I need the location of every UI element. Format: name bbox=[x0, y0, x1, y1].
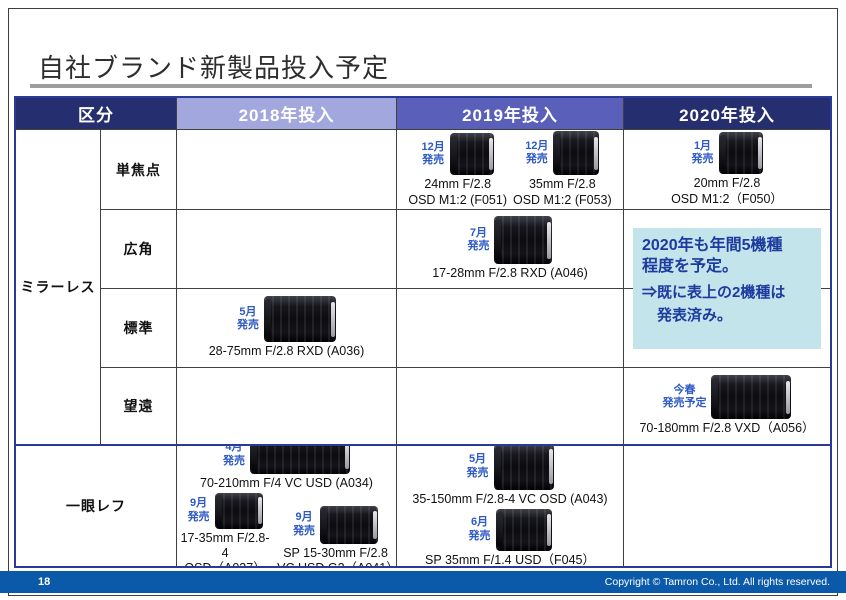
header-2020: 2020年投入 bbox=[624, 98, 830, 130]
lens-image bbox=[249, 446, 350, 474]
product-f045: 6月 発売 SP 35mm F/1.4 USD（F045） bbox=[425, 509, 595, 566]
lens-image bbox=[495, 509, 552, 551]
cell-prime-2018-empty bbox=[177, 130, 397, 210]
lens-model-label: 17-28mm F/2.8 RXD (A046) bbox=[432, 266, 588, 281]
release-date-label: 7月 発売 bbox=[467, 226, 490, 253]
release-date-label: 6月 発売 bbox=[468, 516, 491, 542]
lens-image bbox=[263, 296, 336, 343]
release-date-label: 9月 発売 bbox=[187, 497, 210, 523]
lens-image bbox=[214, 492, 263, 529]
lens-model-label: 35-150mm F/2.8-4 VC OSD (A043) bbox=[412, 491, 608, 506]
roadmap-table: 区分 2018年投入 2019年投入 2020年投入 ミラーレス 単焦点 広角 … bbox=[14, 96, 832, 568]
row-group-mirrorless: ミラーレス bbox=[16, 130, 101, 446]
cell-dslr-2018: 4月 発売 70-210mm F/4 VC USD (A034) 9月 発売 1… bbox=[177, 446, 397, 566]
footer-bar: 18 Copyright © Tamron Co., Ltd. All righ… bbox=[0, 571, 846, 593]
cell-standard-2019-empty bbox=[397, 289, 624, 368]
lens-model-label: SP 35mm F/1.4 USD（F045） bbox=[425, 553, 595, 566]
product-a056: 今春 発売予定 70-180mm F/2.8 VXD（A056） bbox=[639, 375, 815, 436]
lens-image bbox=[718, 132, 763, 175]
cell-prime-2019: 12月 発売 24mm F/2.8 OSD M1:2 (F051) 12月 発売… bbox=[397, 130, 624, 210]
release-date-label: 5月 発売 bbox=[466, 453, 489, 479]
product-f053: 12月 発売 35mm F/2.8 OSD M1:2 (F053) bbox=[513, 131, 612, 208]
lens-image bbox=[320, 506, 379, 544]
product-a036: 5月 発売 28-75mm F/2.8 RXD (A036) bbox=[208, 296, 365, 359]
lens-model-label: 20mm F/2.8 OSD M1:2（F050） bbox=[671, 176, 783, 206]
lens-model-label: 70-180mm F/2.8 VXD（A056） bbox=[639, 421, 815, 436]
product-a037: 9月 発売 17-35mm F/2.8-4 OSD（A037） bbox=[179, 492, 271, 566]
release-date-label: 1月 発売 bbox=[691, 139, 714, 166]
header-category: 区分 bbox=[16, 98, 177, 130]
lens-image bbox=[553, 131, 600, 176]
sub-row-tele: 望遠 bbox=[101, 368, 177, 446]
lens-model-label: 70-210mm F/4 VC USD (A034) bbox=[200, 475, 373, 490]
cell-prime-2020: 1月 発売 20mm F/2.8 OSD M1:2（F050） bbox=[624, 130, 830, 210]
lens-image bbox=[711, 375, 792, 420]
cell-dslr-2020-empty bbox=[624, 446, 830, 566]
cell-tele-2019-empty bbox=[397, 368, 624, 446]
cell-wide-2018-empty bbox=[177, 210, 397, 289]
lens-image bbox=[494, 216, 553, 265]
cell-tele-2020: 今春 発売予定 70-180mm F/2.8 VXD（A056） bbox=[624, 368, 830, 446]
slide-frame bbox=[8, 8, 838, 596]
release-date-label: 5月 発売 bbox=[236, 305, 259, 332]
release-date-label: 12月 発売 bbox=[525, 139, 549, 166]
lens-model-label: 28-75mm F/2.8 RXD (A036) bbox=[208, 344, 365, 359]
page-number: 18 bbox=[38, 576, 51, 588]
cell-dslr-2019: 5月 発売 35-150mm F/2.8-4 VC OSD (A043) 6月 … bbox=[397, 446, 624, 566]
product-f050: 1月 発売 20mm F/2.8 OSD M1:2（F050） bbox=[671, 132, 783, 207]
product-a043: 5月 発売 35-150mm F/2.8-4 VC OSD (A043) bbox=[412, 446, 608, 507]
page-title: 自社ブランド新製品投入予定 bbox=[38, 53, 390, 83]
product-a046: 7月 発売 17-28mm F/2.8 RXD (A046) bbox=[432, 216, 588, 281]
cell-tele-2018-empty bbox=[177, 368, 397, 446]
release-date-label: 9月 発売 bbox=[293, 511, 316, 537]
lens-model-label: 35mm F/2.8 OSD M1:2 (F053) bbox=[513, 177, 612, 207]
title-underline bbox=[30, 84, 812, 88]
plan-note-main-text: 2020年も年間5機種 程度を予定。 bbox=[642, 237, 783, 275]
product-a041: 9月 発売 SP 15-30mm F/2.8 VC USD G2（A041） bbox=[277, 506, 396, 566]
product-f051: 12月 発売 24mm F/2.8 OSD M1:2 (F051) bbox=[408, 133, 507, 208]
product-group: 9月 発売 17-35mm F/2.8-4 OSD（A037） 9月 発売 SP… bbox=[179, 492, 396, 566]
cell-wide-2019: 7月 発売 17-28mm F/2.8 RXD (A046) bbox=[397, 210, 624, 289]
sub-row-prime: 単焦点 bbox=[101, 130, 177, 210]
release-date-label: 4月 発売 bbox=[222, 446, 245, 467]
row-group-dslr: 一眼レフ bbox=[16, 446, 177, 566]
release-date-label: 今春 発売予定 bbox=[662, 383, 707, 410]
product-group: 12月 発売 24mm F/2.8 OSD M1:2 (F051) 12月 発売… bbox=[408, 131, 612, 208]
lens-image bbox=[493, 446, 554, 490]
product-a034: 4月 発売 70-210mm F/4 VC USD (A034) bbox=[200, 446, 373, 491]
cell-standard-2018: 5月 発売 28-75mm F/2.8 RXD (A036) bbox=[177, 289, 397, 368]
lens-image bbox=[449, 133, 494, 176]
lens-model-label: 24mm F/2.8 OSD M1:2 (F051) bbox=[408, 177, 507, 207]
lens-model-label: SP 15-30mm F/2.8 VC USD G2（A041） bbox=[277, 546, 396, 566]
sub-row-wide: 広角 bbox=[101, 210, 177, 289]
lens-model-label: 17-35mm F/2.8-4 OSD（A037） bbox=[180, 530, 270, 566]
release-date-label: 12月 発売 bbox=[421, 140, 445, 167]
plan-note-sub-text: ⇒既に表上の2機種は 発表済み。 bbox=[642, 283, 786, 324]
header-2018: 2018年投入 bbox=[177, 98, 397, 130]
header-2019: 2019年投入 bbox=[397, 98, 624, 130]
plan-note-box: 2020年も年間5機種 程度を予定。 ⇒既に表上の2機種は 発表済み。 bbox=[633, 228, 821, 349]
cell-standard-2020-empty bbox=[624, 289, 830, 368]
sub-row-standard: 標準 bbox=[101, 289, 177, 368]
copyright-text: Copyright © Tamron Co., Ltd. All rights … bbox=[604, 576, 830, 588]
